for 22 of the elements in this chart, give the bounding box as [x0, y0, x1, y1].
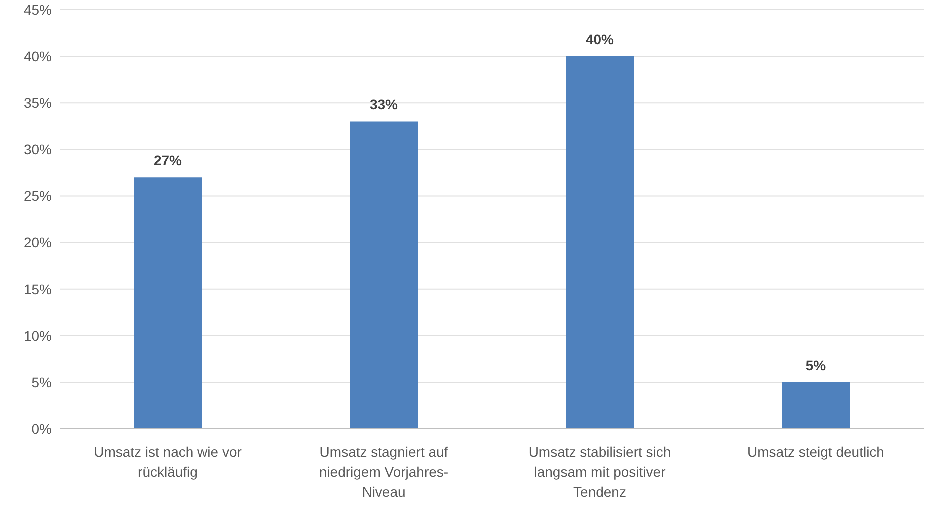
y-tick-label: 5% [32, 374, 52, 390]
y-tick-label: 15% [24, 281, 52, 298]
data-label: 33% [370, 96, 399, 113]
x-tick-label: Umsatz stagniert auf niedrigem Vorjahres-Niveau [319, 444, 449, 500]
bar [350, 122, 418, 429]
data-label: 5% [806, 357, 827, 374]
y-tick-label: 25% [24, 188, 52, 204]
y-tick-label: 0% [32, 420, 52, 437]
bar [134, 178, 202, 429]
y-tick-label: 40% [24, 48, 52, 65]
bar [566, 56, 634, 429]
bar [782, 382, 850, 429]
y-tick-label: 30% [24, 142, 52, 158]
x-tick-label: Umsatz ist nach wie vor rückläufig [94, 444, 242, 480]
x-tick-label: Umsatz steigt deutlich [748, 444, 884, 460]
y-tick-label: 20% [24, 234, 52, 251]
data-label: 27% [154, 152, 183, 169]
data-label: 40% [586, 32, 615, 48]
y-tick-label: 10% [24, 328, 52, 344]
y-tick-label: 35% [24, 95, 52, 112]
y-tick-label: 45% [24, 2, 52, 18]
x-tick-label: Umsatz stabilisiert sich langsam mit positiver Tendenz [528, 444, 672, 500]
